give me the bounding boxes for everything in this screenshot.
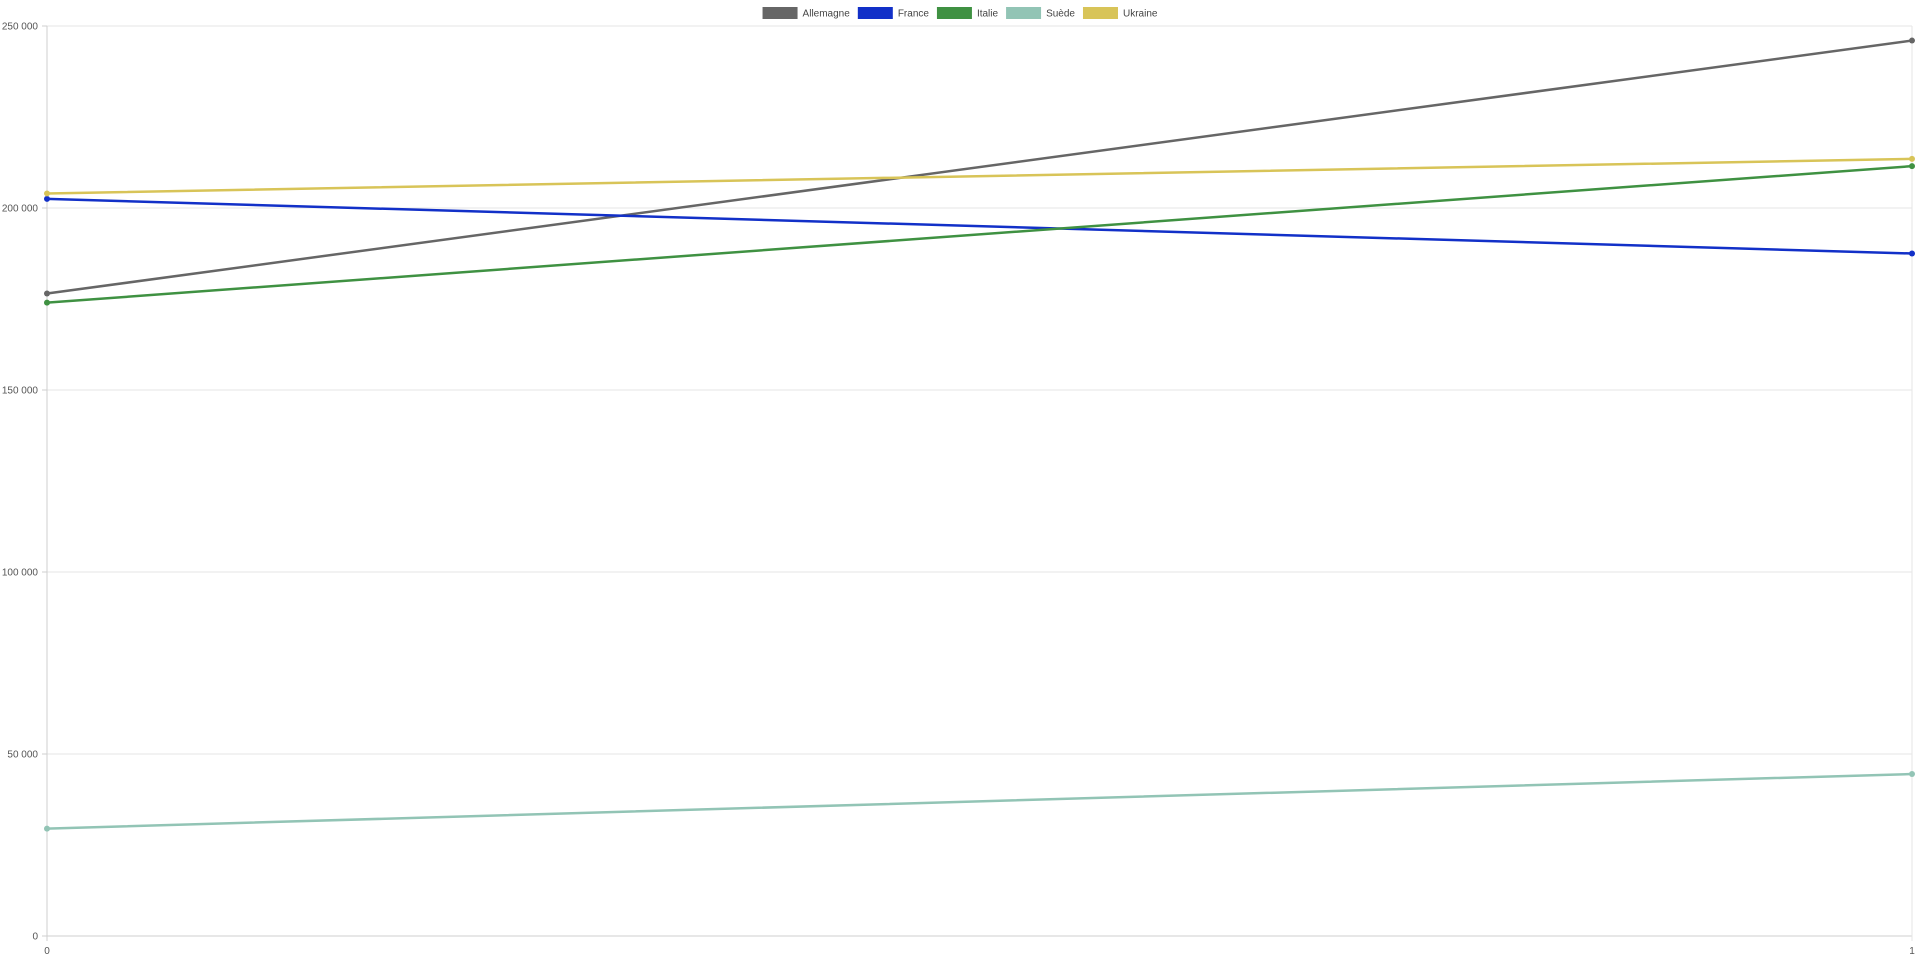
series-line-suède[interactable] bbox=[45, 772, 1914, 830]
legend-label: France bbox=[898, 9, 930, 20]
data-point-allemagne[interactable] bbox=[1909, 37, 1915, 44]
series-line-ukraine[interactable] bbox=[45, 157, 1914, 195]
x-tick-label: 0 bbox=[44, 946, 50, 957]
series-line-italie[interactable] bbox=[45, 164, 1914, 304]
data-point-ukraine[interactable] bbox=[44, 190, 50, 197]
legend-swatch bbox=[1006, 7, 1042, 19]
legend-label: Italie bbox=[977, 9, 999, 20]
y-tick-label: 200 000 bbox=[2, 204, 39, 215]
data-point-italie[interactable] bbox=[44, 299, 50, 306]
series-layer bbox=[44, 37, 1915, 832]
data-point-italie[interactable] bbox=[1909, 163, 1915, 170]
data-point-france[interactable] bbox=[44, 195, 50, 202]
data-point-ukraine[interactable] bbox=[1909, 155, 1915, 162]
x-tick-label: 1 bbox=[1909, 946, 1915, 957]
legend-swatch bbox=[1082, 7, 1118, 19]
legend-swatch bbox=[936, 7, 972, 19]
legend-item-suède[interactable]: Suède bbox=[1006, 7, 1075, 20]
legend-label: Suède bbox=[1046, 9, 1075, 20]
legend-item-italie[interactable]: Italie bbox=[936, 7, 999, 20]
data-point-suède[interactable] bbox=[1909, 771, 1915, 778]
legend-label: Ukraine bbox=[1123, 9, 1158, 20]
legend-item-france[interactable]: France bbox=[857, 7, 930, 20]
legend-item-allemagne[interactable]: Allemagne bbox=[762, 7, 851, 20]
data-point-suède[interactable] bbox=[44, 825, 50, 832]
y-tick-label: 100 000 bbox=[2, 568, 39, 579]
legend: Allemagne France Italie Suède Ukraine bbox=[762, 7, 1158, 20]
data-point-france[interactable] bbox=[1909, 250, 1915, 257]
y-tick-label: 250 000 bbox=[2, 22, 39, 33]
data-point-allemagne[interactable] bbox=[44, 290, 50, 297]
legend-item-ukraine[interactable]: Ukraine bbox=[1082, 7, 1158, 20]
y-tick-label: 50 000 bbox=[7, 750, 38, 761]
axes: 0 50 000 100 000 150 000 200 000 250 000 0 1 bbox=[2, 22, 1915, 958]
y-tick-label: 0 bbox=[32, 932, 38, 943]
y-tick-label: 150 000 bbox=[2, 386, 39, 397]
legend-swatch bbox=[857, 7, 893, 19]
legend-swatch bbox=[762, 7, 798, 19]
legend-label: Allemagne bbox=[803, 9, 851, 20]
series-line-france[interactable] bbox=[45, 197, 1914, 255]
series-line-allemagne[interactable] bbox=[45, 39, 1914, 295]
